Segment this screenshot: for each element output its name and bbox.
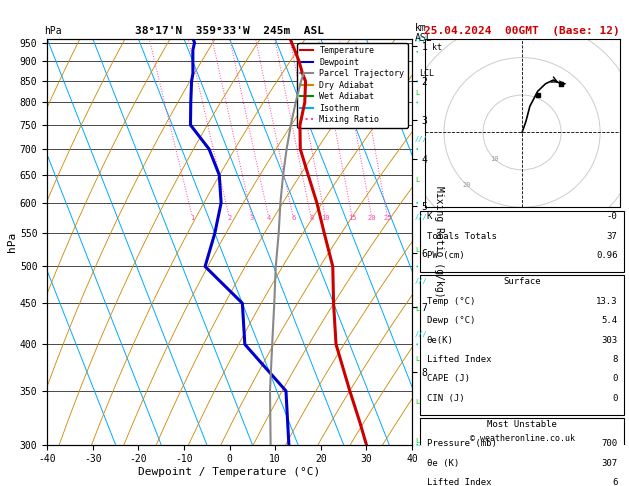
- Text: 5.4: 5.4: [601, 316, 618, 325]
- Text: CAPE (J): CAPE (J): [426, 375, 470, 383]
- Text: 307: 307: [601, 459, 618, 468]
- Text: ///: ///: [415, 36, 428, 42]
- Text: L: L: [415, 399, 420, 405]
- Text: L: L: [415, 247, 420, 253]
- Text: -0: -0: [607, 212, 618, 221]
- Text: 3: 3: [250, 215, 254, 221]
- Text: 8: 8: [612, 355, 618, 364]
- Text: 38°17'N  359°33'W  245m  ASL: 38°17'N 359°33'W 245m ASL: [135, 26, 324, 36]
- Text: 700: 700: [601, 439, 618, 449]
- Text: Totals Totals: Totals Totals: [426, 232, 496, 241]
- Bar: [420, 418, 624, 486]
- Text: 0: 0: [612, 394, 618, 403]
- Bar: [420, 210, 624, 272]
- Text: 1: 1: [191, 215, 195, 221]
- Text: θe(K): θe(K): [426, 335, 454, 345]
- Y-axis label: hPa: hPa: [7, 232, 17, 252]
- Text: 25: 25: [383, 215, 392, 221]
- Text: © weatheronline.co.uk: © weatheronline.co.uk: [470, 434, 574, 443]
- Text: 0.96: 0.96: [596, 251, 618, 260]
- Text: L: L: [415, 356, 420, 362]
- Text: 6: 6: [612, 478, 618, 486]
- Text: Surface: Surface: [503, 277, 541, 286]
- Text: Most Unstable: Most Unstable: [487, 420, 557, 429]
- Text: 10: 10: [321, 215, 330, 221]
- Text: Temp (°C): Temp (°C): [426, 296, 475, 306]
- Text: 4: 4: [267, 215, 271, 221]
- Text: hPa: hPa: [44, 26, 62, 36]
- Text: ///: ///: [415, 278, 428, 284]
- Text: 8: 8: [309, 215, 313, 221]
- Text: PW (cm): PW (cm): [426, 251, 464, 260]
- Text: Lifted Index: Lifted Index: [426, 478, 491, 486]
- Text: km: km: [415, 23, 427, 33]
- Text: L: L: [415, 306, 420, 312]
- Bar: [420, 276, 624, 415]
- Text: 2: 2: [227, 215, 231, 221]
- Text: 303: 303: [601, 335, 618, 345]
- Text: CIN (J): CIN (J): [426, 394, 464, 403]
- Text: LCL: LCL: [420, 69, 434, 78]
- Text: θe (K): θe (K): [426, 459, 459, 468]
- Text: ///: ///: [415, 331, 428, 337]
- Text: 13.3: 13.3: [596, 296, 618, 306]
- Text: ASL: ASL: [415, 33, 433, 43]
- Text: 0: 0: [612, 375, 618, 383]
- Text: 37: 37: [607, 232, 618, 241]
- Text: ///: ///: [415, 214, 428, 220]
- Text: 15: 15: [348, 215, 357, 221]
- Text: 6: 6: [291, 215, 296, 221]
- Text: 20: 20: [367, 215, 376, 221]
- Text: Lifted Index: Lifted Index: [426, 355, 491, 364]
- Legend: Temperature, Dewpoint, Parcel Trajectory, Dry Adiabat, Wet Adiabat, Isotherm, Mi: Temperature, Dewpoint, Parcel Trajectory…: [297, 43, 408, 128]
- Text: K: K: [426, 212, 432, 221]
- X-axis label: Dewpoint / Temperature (°C): Dewpoint / Temperature (°C): [138, 467, 321, 477]
- Y-axis label: Mixing Ratio (g/kg): Mixing Ratio (g/kg): [434, 186, 444, 297]
- Text: Pressure (mb): Pressure (mb): [426, 439, 496, 449]
- Text: Dewp (°C): Dewp (°C): [426, 316, 475, 325]
- Text: L: L: [415, 89, 420, 96]
- Text: ///: ///: [415, 136, 428, 142]
- Text: L: L: [415, 438, 420, 444]
- Text: 25.04.2024  00GMT  (Base: 12): 25.04.2024 00GMT (Base: 12): [424, 26, 620, 36]
- Text: L: L: [415, 177, 420, 183]
